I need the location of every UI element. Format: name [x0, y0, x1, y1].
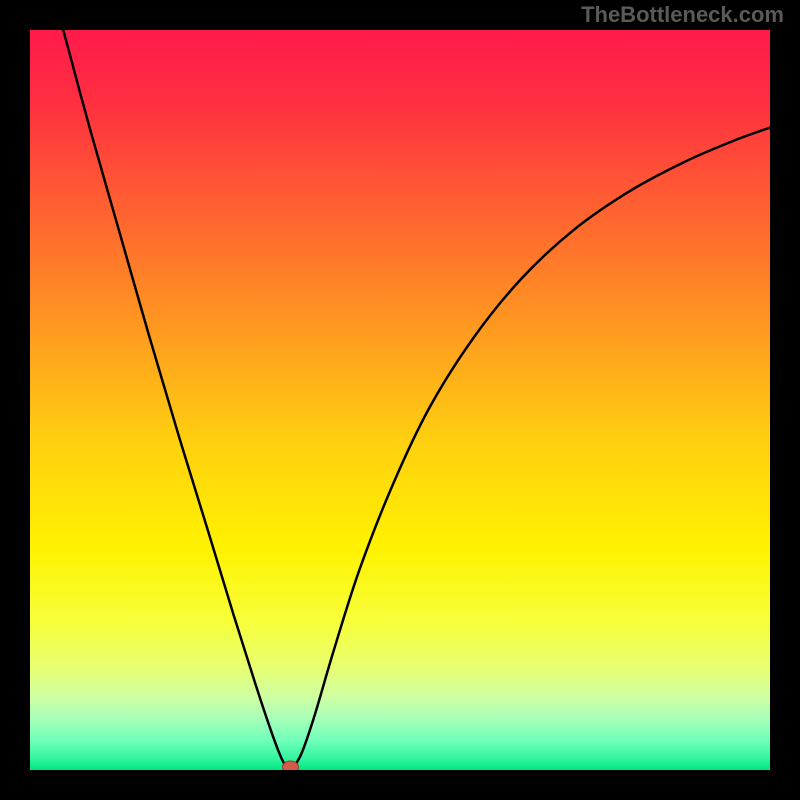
bottleneck-chart [30, 30, 770, 770]
chart-container [30, 30, 770, 770]
optimal-point-marker [282, 761, 298, 770]
chart-background [30, 30, 770, 770]
watermark-text: TheBottleneck.com [581, 2, 784, 28]
